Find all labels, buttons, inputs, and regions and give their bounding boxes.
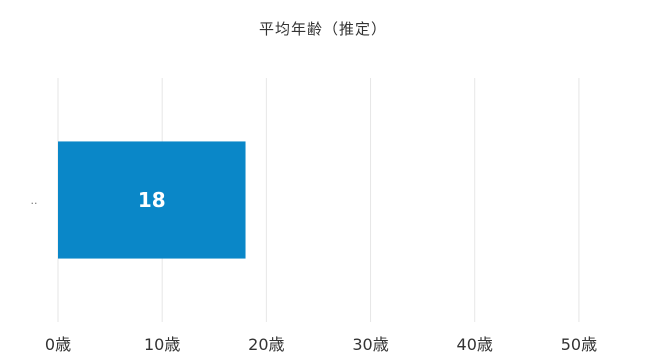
chart-title: 平均年齢（推定） (258, 20, 387, 38)
x-tick-label-10: 10歳 (144, 335, 180, 354)
x-tick-label-30: 30歳 (352, 335, 388, 354)
x-tick-label-0: 0歳 (45, 335, 71, 354)
x-tick-label-20: 20歳 (248, 335, 284, 354)
bar-data-label-0: 18 (138, 188, 166, 212)
x-tick-label-40: 40歳 (457, 335, 493, 354)
category-label-0: .. (31, 194, 38, 207)
x-tick-label-50: 50歳 (561, 335, 597, 354)
bar-0 (58, 141, 246, 259)
